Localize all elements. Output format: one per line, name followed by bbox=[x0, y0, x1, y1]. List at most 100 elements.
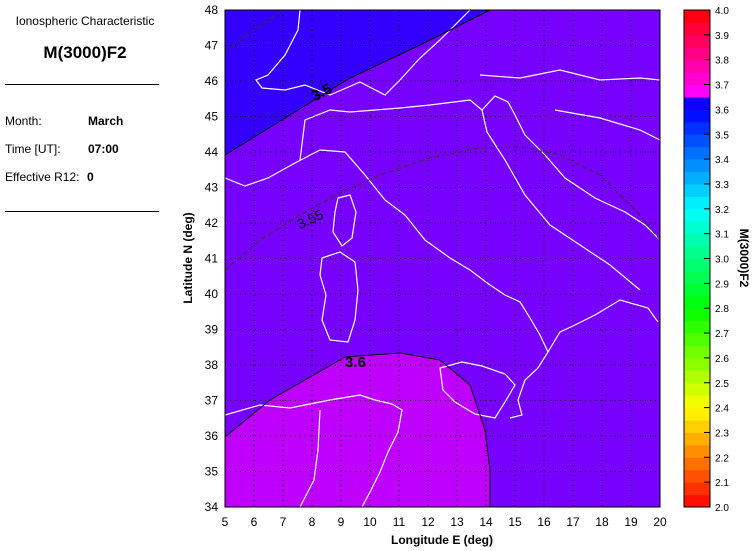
colorbar-tick-label: 2.1 bbox=[715, 478, 729, 489]
colorbar-segment bbox=[684, 407, 710, 421]
colorbar-tick-label: 2.9 bbox=[715, 279, 729, 290]
colorbar-segment bbox=[684, 308, 710, 322]
colorbar-segment bbox=[684, 233, 710, 247]
y-tick-label: 41 bbox=[205, 252, 219, 266]
colorbar-segment bbox=[684, 457, 710, 471]
colorbar-tick-label: 3.1 bbox=[715, 230, 729, 241]
x-tick-label: 9 bbox=[338, 515, 345, 529]
colorbar-segment bbox=[684, 159, 710, 173]
y-tick-label: 44 bbox=[205, 145, 219, 159]
colorbar-segment bbox=[684, 109, 710, 123]
plot-frame bbox=[224, 9, 661, 508]
coast-corsica bbox=[332, 194, 357, 247]
y-tick-label: 46 bbox=[205, 74, 219, 88]
coast-balkans bbox=[514, 114, 660, 241]
colorbar-tick-label: 3.2 bbox=[715, 205, 729, 216]
y-tick-label: 34 bbox=[205, 500, 219, 514]
colorbar-segment bbox=[684, 208, 710, 222]
y-tick-label: 38 bbox=[205, 358, 219, 372]
colorbar-label: M(3000)F2 bbox=[737, 229, 751, 288]
y-tick-label: 48 bbox=[205, 3, 219, 17]
x-tick-label: 11 bbox=[393, 515, 406, 529]
border-tunisia bbox=[299, 409, 321, 507]
colorbar-segment bbox=[684, 258, 710, 272]
colorbar-segment bbox=[684, 494, 710, 508]
colorbar-tick-label: 2.3 bbox=[715, 428, 729, 439]
region-high bbox=[225, 353, 490, 507]
y-tick-label: 37 bbox=[205, 394, 219, 408]
contour-3.55 bbox=[225, 11, 660, 271]
x-tick-label: 12 bbox=[421, 515, 435, 529]
colorbar-ticks: 2.0 2.1 2.2 2.3 2.4 2.5 2.6 2.7 2.8 2.9 3.0 3.1 3.2 3… bbox=[704, 6, 729, 514]
x-tick-label: 7 bbox=[280, 515, 287, 529]
colorbar-segment bbox=[684, 10, 710, 23]
borders-alps bbox=[255, 10, 660, 161]
colorbar-segment bbox=[684, 270, 710, 284]
contour-3.5 bbox=[225, 10, 491, 156]
colorbar-segment bbox=[684, 295, 710, 309]
y-tick-label: 43 bbox=[205, 181, 219, 195]
y-axis-label: Latitude N (deg) bbox=[181, 212, 195, 303]
y-tick-label: 45 bbox=[205, 110, 219, 124]
coast-sardinia bbox=[319, 251, 359, 343]
y-tick-label: 42 bbox=[205, 216, 219, 230]
colorbar-tick-label: 3.6 bbox=[715, 105, 729, 116]
colorbar-segment bbox=[684, 121, 710, 135]
colorbar-segment bbox=[684, 72, 710, 86]
colorbar-segment bbox=[684, 320, 710, 334]
colorbar-tick-label: 3.3 bbox=[715, 180, 729, 191]
colorbar-tick-label: 4.0 bbox=[715, 6, 729, 17]
x-tick-label: 17 bbox=[566, 515, 580, 529]
x-tick-label: 20 bbox=[653, 515, 667, 529]
time-label: Time [UT]: bbox=[5, 142, 61, 156]
colorbar-segment bbox=[684, 395, 710, 409]
colorbar-segment bbox=[684, 221, 710, 235]
colorbar-tick-label: 3.7 bbox=[715, 81, 729, 92]
x-tick-label: 14 bbox=[479, 515, 493, 529]
time-value: 07:00 bbox=[88, 142, 119, 156]
colorbar-segment bbox=[684, 283, 710, 297]
colorbar-tick-label: 3.8 bbox=[715, 56, 729, 67]
month-label: Month: bbox=[5, 114, 42, 128]
colorbar-segment bbox=[684, 370, 710, 384]
panel-title: M(3000)F2 bbox=[43, 43, 127, 62]
colorbar-segment bbox=[684, 84, 710, 98]
colorbar-segment bbox=[684, 382, 710, 396]
coast-north-africa bbox=[225, 394, 403, 507]
colorbar-tick-label: 2.2 bbox=[715, 453, 729, 464]
x-axis-label: Longitude E (deg) bbox=[391, 533, 493, 547]
colorbar-segment bbox=[684, 469, 710, 483]
colorbar-tick-label: 3.9 bbox=[715, 31, 729, 42]
coast-italy-east bbox=[481, 95, 659, 353]
colorbar-segment bbox=[684, 482, 710, 496]
coast-italy-west bbox=[225, 149, 549, 419]
colorbar-segment bbox=[684, 47, 710, 61]
coast-sicily bbox=[439, 361, 516, 419]
colorbar-segment bbox=[684, 171, 710, 185]
colorbar-segment bbox=[684, 444, 710, 458]
colorbar-segment bbox=[684, 420, 710, 433]
r12-label: Effective R12: bbox=[5, 170, 80, 184]
x-tick-label: 8 bbox=[309, 515, 316, 529]
colorbar-segment bbox=[684, 246, 710, 259]
colorbar-segment bbox=[684, 96, 710, 110]
x-tick-label: 5 bbox=[222, 515, 229, 529]
x-tick-label: 18 bbox=[595, 515, 609, 529]
colorbar-segment bbox=[684, 134, 710, 148]
colorbar-tick-label: 2.6 bbox=[715, 354, 729, 365]
month-value: March bbox=[88, 114, 124, 128]
y-tick-label: 39 bbox=[205, 323, 219, 337]
divider bbox=[5, 84, 159, 85]
colorbar-segment bbox=[684, 146, 710, 160]
contour-lines bbox=[225, 10, 660, 507]
colorbar-segment bbox=[684, 183, 710, 197]
panel-subtitle: Ionospheric Characteristic bbox=[15, 14, 155, 28]
colorbar-tick-label: 3.4 bbox=[715, 155, 729, 166]
x-tick-label: 16 bbox=[537, 515, 551, 529]
y-tick-label: 36 bbox=[205, 429, 219, 443]
r12-value: 0 bbox=[87, 170, 94, 184]
x-tick-labels: 5 6 7 8 9 10 11 12 13 14 15 16 17 18 19 20 bbox=[222, 515, 667, 529]
colorbar-segment bbox=[684, 22, 710, 36]
x-tick-label: 15 bbox=[508, 515, 522, 529]
